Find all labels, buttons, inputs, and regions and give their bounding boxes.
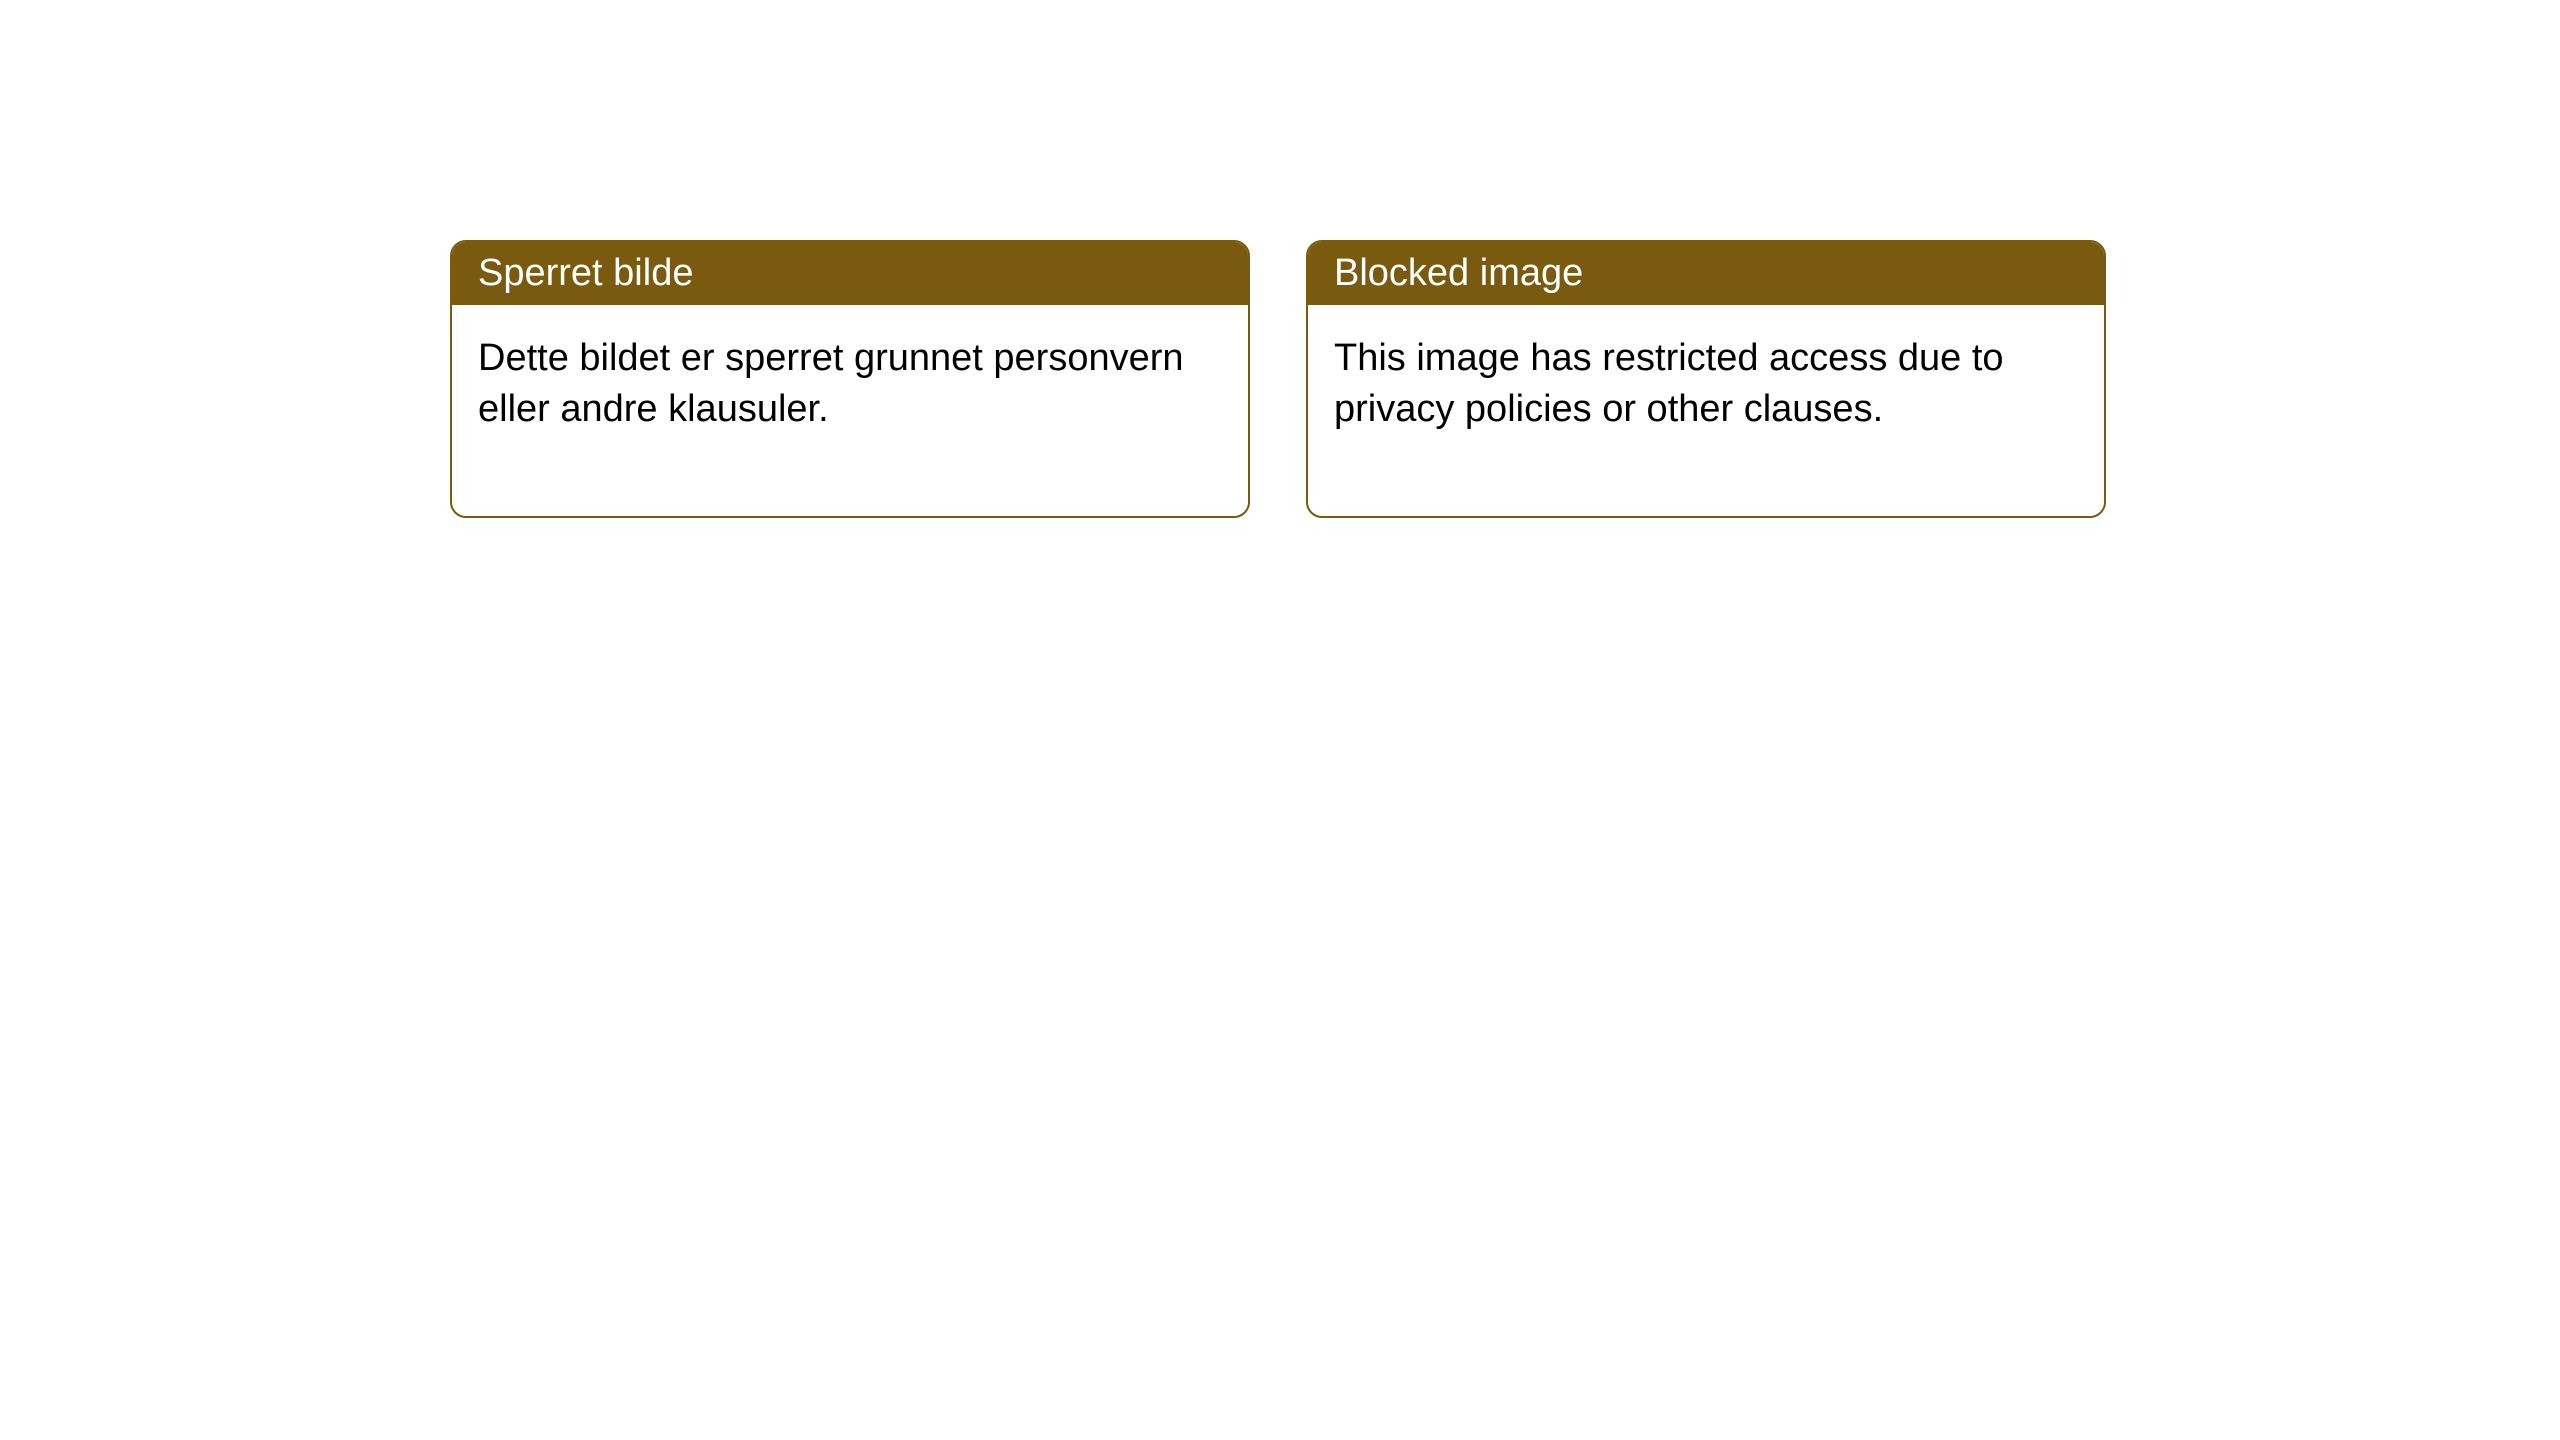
notice-body: Dette bildet er sperret grunnet personve… [452,305,1248,516]
notice-container: Sperret bilde Dette bildet er sperret gr… [0,0,2560,518]
notice-header: Sperret bilde [452,242,1248,305]
notice-header: Blocked image [1308,242,2104,305]
notice-title: Sperret bilde [478,252,693,294]
notice-card-norwegian: Sperret bilde Dette bildet er sperret gr… [450,240,1250,518]
notice-body-text: Dette bildet er sperret grunnet personve… [478,337,1184,430]
notice-body-text: This image has restricted access due to … [1334,337,2004,430]
notice-body: This image has restricted access due to … [1308,305,2104,516]
notice-card-english: Blocked image This image has restricted … [1306,240,2106,518]
notice-title: Blocked image [1334,252,1583,294]
